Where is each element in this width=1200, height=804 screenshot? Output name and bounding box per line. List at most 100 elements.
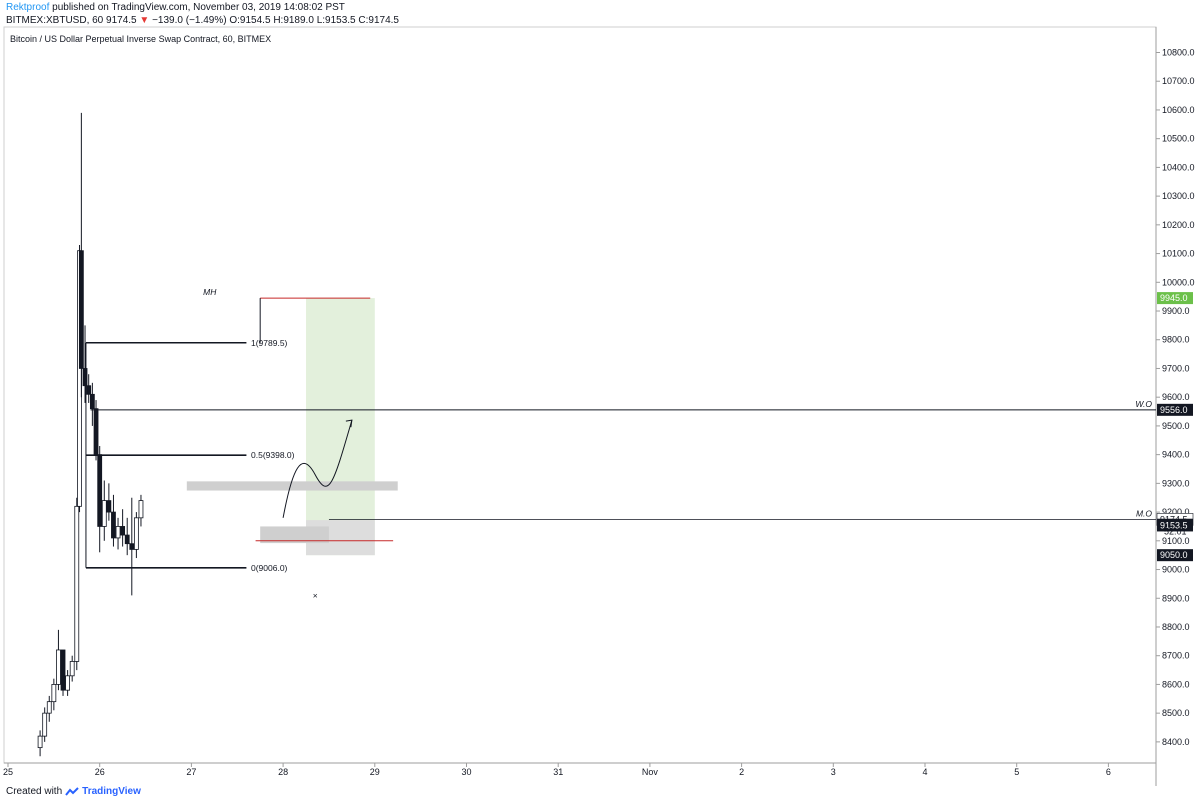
publish-text: published on TradingView.com, November 0…	[49, 2, 345, 13]
y-tick-label: 9600.0	[1162, 392, 1190, 402]
mo-annotation: M.O	[1136, 508, 1152, 518]
y-tick-label: 10500.0	[1162, 134, 1195, 144]
fib-level-label: 1(9789.5)	[251, 338, 288, 348]
y-tick-label: 8900.0	[1162, 593, 1190, 603]
x-tick-label: 3	[831, 767, 836, 777]
x-tick-label: 26	[95, 767, 105, 777]
x-tick-label: 27	[186, 767, 196, 777]
y-tick-label: 9100.0	[1162, 536, 1190, 546]
ohlc-low: L:9153.5	[316, 15, 356, 26]
candle-body	[138, 500, 144, 519]
symbol-info: BITMEX:XBTUSD, 60 9174.5 ▼ −139.0 (−1.49…	[6, 15, 399, 26]
y-tick-label: 8500.0	[1162, 708, 1190, 718]
x-tick-label: 25	[3, 767, 13, 777]
publish-info: Rektproof published on TradingView.com, …	[6, 2, 345, 13]
y-tick-label: 9000.0	[1162, 565, 1190, 575]
y-tick-label: 9200.0	[1162, 507, 1190, 517]
author-link[interactable]: Rektproof	[6, 2, 50, 13]
y-tick-label: 9800.0	[1162, 335, 1190, 345]
ohlc-close: C:9174.5	[358, 15, 399, 26]
mh-annotation: MH	[203, 287, 217, 297]
price-label-text: 9153.5	[1160, 520, 1188, 530]
y-tick-label: 10400.0	[1162, 162, 1195, 172]
x-tick-label: 6	[1106, 767, 1111, 777]
price-label-box	[1157, 519, 1193, 532]
y-tick-label: 8800.0	[1162, 622, 1190, 632]
candle-body	[106, 500, 112, 513]
y-tick-label: 10700.0	[1162, 76, 1195, 86]
x-tick-label: 5	[1014, 767, 1019, 777]
y-tick-label: 8700.0	[1162, 651, 1190, 661]
candle-body	[97, 454, 103, 527]
created-with-label: Created with	[6, 786, 63, 797]
price-label-box	[1157, 292, 1193, 305]
x-tick-label: 29	[370, 767, 380, 777]
y-tick-label: 9400.0	[1162, 450, 1190, 460]
price-label-text: 9556.0	[1160, 405, 1188, 415]
y-tick-label: 9300.0	[1162, 478, 1190, 488]
candle-body	[74, 505, 80, 662]
sweep-x-mark: ×	[313, 590, 318, 600]
candle-body	[46, 701, 52, 714]
plot-area	[3, 26, 1157, 764]
candle-body	[89, 393, 95, 410]
y-tick-label: 10200.0	[1162, 220, 1195, 230]
price-change: −139.0 (−1.49%)	[152, 15, 227, 26]
symbol-label: BITMEX:XBTUSD, 60	[6, 15, 104, 26]
y-tick-label: 9700.0	[1162, 363, 1190, 373]
y-tick-label: 10600.0	[1162, 105, 1195, 115]
candle-body	[111, 511, 116, 539]
y-tick-label: 8400.0	[1162, 737, 1190, 747]
footer: Created with TradingView	[6, 786, 141, 797]
y-tick-label: 10300.0	[1162, 191, 1195, 201]
tradingview-brand[interactable]: TradingView	[82, 786, 141, 797]
demand-zone	[260, 526, 329, 544]
down-arrow-icon: ▼	[139, 15, 150, 26]
x-tick-label: 31	[553, 767, 563, 777]
arrow-head-icon	[345, 419, 353, 428]
y-tick-label: 9900.0	[1162, 306, 1190, 316]
candle-body	[60, 649, 66, 691]
candle-body	[101, 500, 107, 527]
candle-body	[78, 250, 84, 369]
price-label-text: 9945.0	[1160, 293, 1188, 303]
price-label-text: 9050.0	[1160, 550, 1188, 560]
wo-annotation: W.O	[1135, 399, 1152, 409]
candle-body	[120, 526, 126, 536]
candle-body	[42, 712, 48, 737]
ohlc-high: H:9189.0	[273, 15, 314, 26]
candle-body	[37, 735, 43, 749]
last-price: 9174.5	[106, 15, 137, 26]
y-tick-label: 10800.0	[1162, 48, 1195, 58]
candle-body	[69, 661, 75, 677]
candle-body	[124, 534, 130, 545]
ohlc-open: O:9154.5	[229, 15, 271, 26]
candle-body	[115, 526, 121, 539]
price-label-box	[1157, 549, 1193, 562]
chart-title: Bitcoin / US Dollar Perpetual Inverse Sw…	[10, 34, 271, 44]
y-tick-label: 8600.0	[1162, 679, 1190, 689]
x-tick-label: 28	[278, 767, 288, 777]
candle-body	[129, 543, 135, 550]
price-label-box	[1157, 403, 1193, 416]
fib-level-label: 0.5(9398.0)	[251, 450, 295, 460]
candle-body	[56, 649, 61, 685]
candle-body	[65, 675, 71, 691]
projected-path	[282, 420, 353, 518]
y-tick-label: 9500.0	[1162, 421, 1190, 431]
candle-body	[82, 368, 88, 387]
x-tick-label: 2	[739, 767, 744, 777]
candle-body	[133, 517, 139, 550]
fib-level-label: 0(9006.0)	[251, 563, 288, 573]
candle-body	[93, 408, 99, 456]
x-tick-label: Nov	[642, 767, 659, 777]
x-tick-label: 4	[922, 767, 927, 777]
resistance-zone	[186, 481, 398, 491]
y-tick-label: 10000.0	[1162, 277, 1195, 287]
bar-countdown: 52:01	[1164, 526, 1187, 536]
candle-body	[86, 385, 92, 395]
tradingview-logo-icon	[65, 786, 79, 796]
target-zone	[306, 298, 375, 556]
y-tick-label: 10100.0	[1162, 249, 1195, 259]
